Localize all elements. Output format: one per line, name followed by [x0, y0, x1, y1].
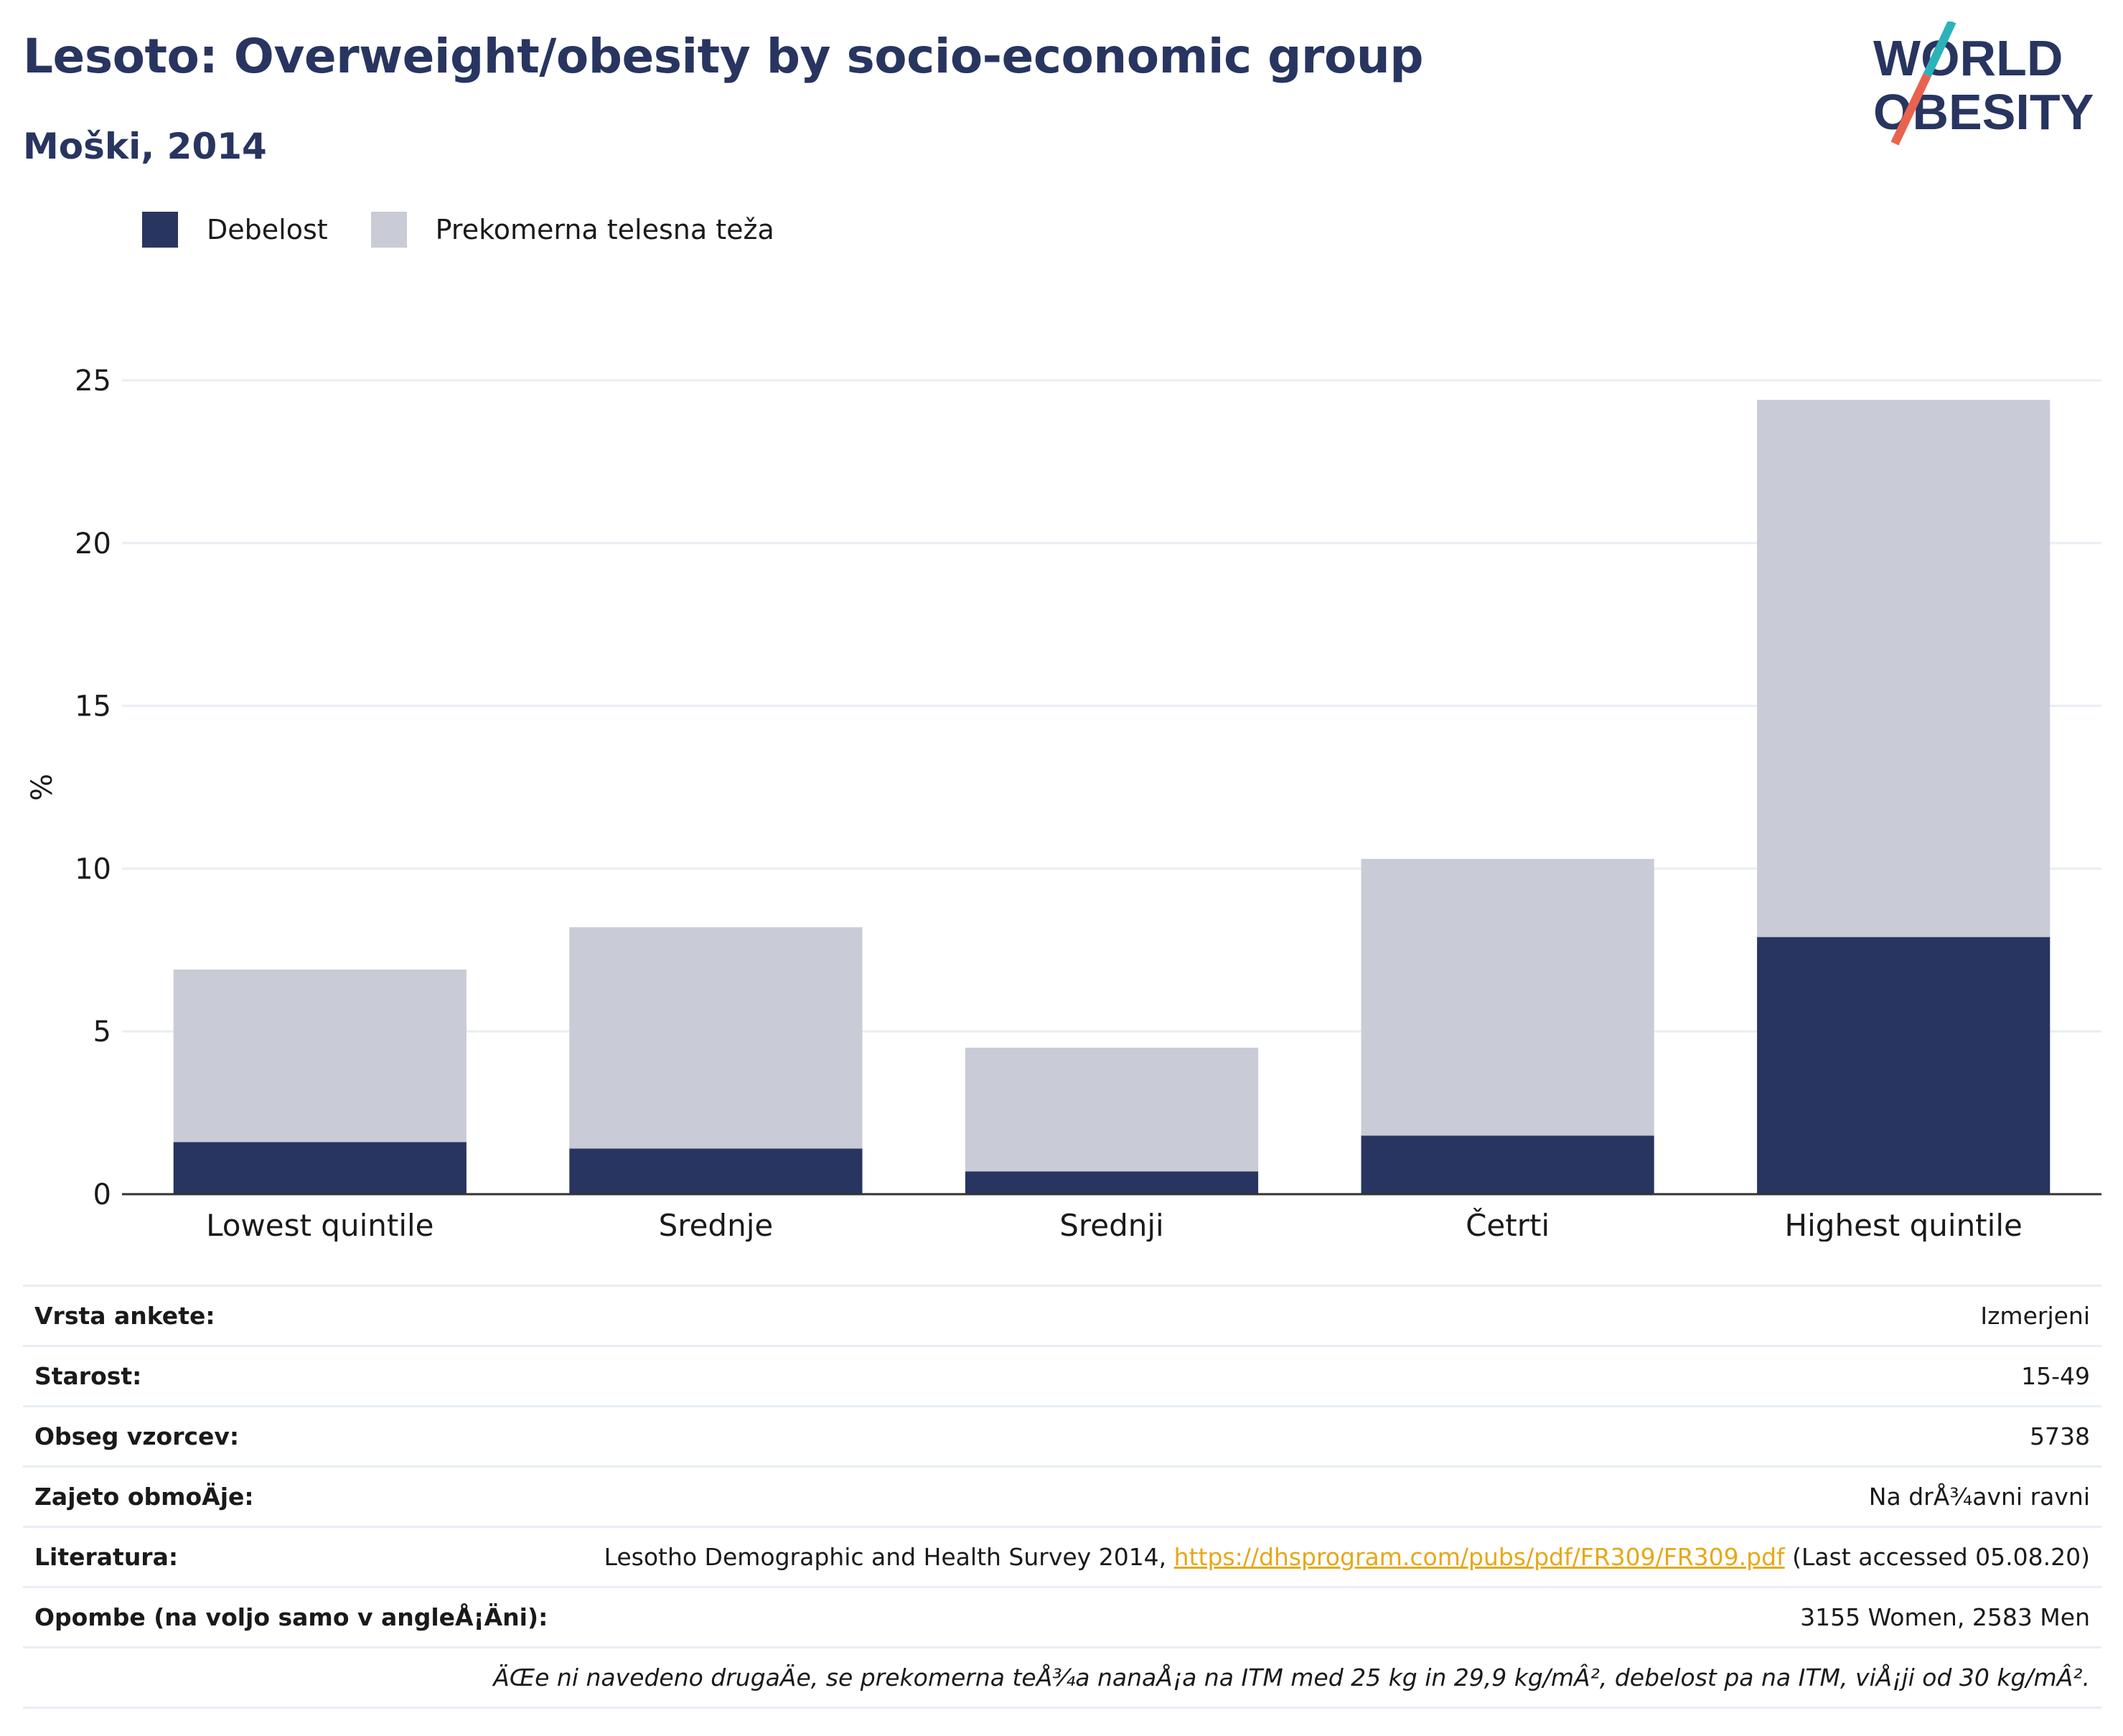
- x-tick-label: Srednji: [1059, 1208, 1163, 1242]
- bar-overweight: [1361, 858, 1654, 1136]
- x-tick-label: Lowest quintile: [206, 1208, 433, 1242]
- y-tick-label: 25: [75, 365, 111, 398]
- meta-value: Izmerjeni: [568, 1285, 2101, 1346]
- reference-link[interactable]: https://dhsprogram.com/pubs/pdf/FR309/FR…: [1173, 1543, 1785, 1571]
- legend-swatch-obesity: [142, 212, 178, 248]
- meta-value: 15-49: [568, 1345, 2101, 1407]
- bar-chart: 0 5 10 15 20 25% Lowest quintile Srednje Srednji…: [26, 365, 2101, 1242]
- x-tick-label: Četrti: [1466, 1207, 1550, 1242]
- x-tick-label: Srednje: [659, 1208, 774, 1242]
- meta-row-age: Starost: 15-49: [23, 1345, 2101, 1407]
- y-tick-label: 0: [93, 1178, 111, 1211]
- meta-key: Starost:: [23, 1345, 568, 1407]
- meta-row-sample: Obseg vzorcev: 5738: [23, 1405, 2101, 1467]
- chart-title: Lesoto: Overweight/obesity by socio-econ…: [23, 29, 1423, 84]
- y-tick-label: 15: [75, 690, 111, 723]
- meta-value: 5738: [568, 1405, 2101, 1467]
- meta-row-notes: Opombe (na voljo samo v angleÅ¡Äni): 315…: [23, 1586, 2101, 1648]
- meta-value: Lesotho Demographic and Health Survey 20…: [568, 1526, 2101, 1587]
- bar-overweight: [173, 970, 467, 1143]
- meta-row-footnote: ÄŒe ni navedeno drugaÄe, se prekomerna t…: [23, 1646, 2101, 1709]
- chart-subtitle: Moški, 2014: [23, 126, 267, 167]
- meta-key: Literatura:: [23, 1526, 568, 1587]
- meta-row-reference: Literatura: Lesotho Demographic and Heal…: [23, 1526, 2101, 1587]
- bar-obesity: [569, 1148, 863, 1194]
- legend-swatch-overweight: [370, 212, 407, 248]
- legend-label-obesity: Debelost: [207, 214, 328, 245]
- bar-overweight: [569, 927, 863, 1149]
- legend: Debelost Prekomerna telesna teža: [142, 212, 817, 248]
- meta-value: Na drÅ¾avni ravni: [568, 1465, 2101, 1527]
- y-tick-label: 10: [75, 853, 111, 886]
- meta-key: Zajeto obmoÄje:: [23, 1465, 568, 1527]
- bar-obesity: [965, 1171, 1259, 1194]
- meta-key: Opombe (na voljo samo v angleÅ¡Äni):: [23, 1586, 568, 1648]
- y-tick-label: 5: [93, 1015, 111, 1048]
- y-axis-label: %: [26, 774, 59, 801]
- legend-item-overweight[interactable]: Prekomerna telesna teža: [370, 212, 774, 248]
- bar-overweight: [1757, 400, 2051, 937]
- footnote: ÄŒe ni navedeno drugaÄe, se prekomerna t…: [23, 1646, 2101, 1709]
- logo-slash-red: [1890, 73, 1931, 146]
- metadata-table: Vrsta ankete: Izmerjeni Starost: 15-49 O…: [23, 1285, 2101, 1709]
- y-tick-label: 20: [75, 527, 111, 560]
- bar-obesity: [1361, 1135, 1654, 1194]
- legend-label-overweight: Prekomerna telesna teža: [435, 214, 774, 245]
- meta-row-survey: Vrsta ankete: Izmerjeni: [23, 1285, 2101, 1346]
- meta-value: 3155 Women, 2583 Men: [568, 1586, 2101, 1648]
- logo-line1: WORLD: [1873, 30, 2063, 86]
- world-obesity-logo: WORLD OBESITY: [1873, 22, 2094, 146]
- reference-text: Lesotho Demographic and Health Survey 20…: [604, 1543, 1174, 1571]
- meta-key: Vrsta ankete:: [23, 1285, 568, 1346]
- meta-row-area: Zajeto obmoÄje: Na drÅ¾avni ravni: [23, 1465, 2101, 1527]
- bar-overweight: [965, 1047, 1259, 1172]
- meta-key: Obseg vzorcev:: [23, 1405, 568, 1467]
- reference-tail: (Last accessed 05.08.20): [1784, 1543, 2090, 1571]
- bar-obesity: [173, 1142, 467, 1194]
- x-tick-label: Highest quintile: [1785, 1208, 2023, 1242]
- logo-slash-teal: [1923, 22, 1956, 78]
- bar-obesity: [1757, 937, 2051, 1194]
- legend-item-obesity[interactable]: Debelost: [142, 212, 328, 248]
